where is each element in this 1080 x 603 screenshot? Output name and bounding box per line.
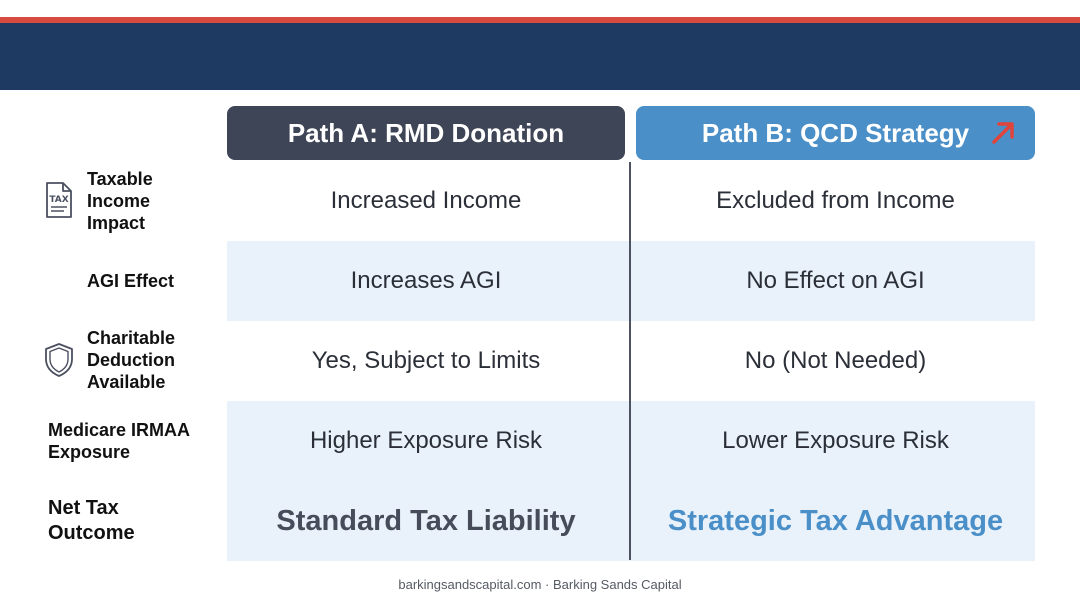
row-label-charitable-deduction: Charitable Deduction Available (87, 328, 176, 392)
column-divider (629, 162, 631, 560)
column-header-path-a: Path A: RMD Donation (227, 106, 625, 160)
footer-credit: barkingsandscapital.com · Barking Sands … (398, 577, 682, 592)
tax-document-icon: TAX (46, 182, 72, 218)
cell-path-a-medicare-irmaa: Higher Exposure Risk (309, 427, 543, 454)
cell-path-a-agi-effect: Increases AGI (350, 267, 502, 294)
row-band-net-tax (227, 481, 1035, 561)
cell-path-b-medicare-irmaa: Lower Exposure Risk (722, 427, 949, 454)
cell-path-b-charitable-deduction: No (Not Needed) (744, 347, 927, 374)
cell-path-a-net-tax-outcome: Standard Tax Liability (276, 504, 576, 537)
top-accent-stripe (0, 17, 1080, 23)
cell-path-a-charitable-deduction: Yes, Subject to Limits (311, 347, 541, 374)
column-header-path-b: Path B: QCD Strategy (636, 106, 1035, 160)
row-label-medicare-irmaa: Medicare IRMAA Exposure (48, 420, 190, 462)
cell-path-a-taxable-income: Increased Income (330, 187, 522, 214)
header-band (0, 23, 1080, 90)
shield-icon (45, 343, 73, 377)
cell-path-b-agi-effect: No Effect on AGI (746, 267, 925, 294)
row-label-net-tax-outcome: Net Tax Outcome (48, 497, 135, 544)
svg-text:TAX: TAX (49, 195, 68, 205)
row-label-agi-effect: AGI Effect (87, 271, 175, 291)
column-header-path-a-label: Path A: RMD Donation (287, 117, 565, 148)
column-header-path-b-label: Path B: QCD Strategy (701, 117, 970, 148)
row-band-irmaa (227, 401, 1035, 481)
row-label-taxable-income: Taxable Income Impact (87, 169, 153, 233)
cell-path-b-net-tax-outcome: Strategic Tax Advantage (667, 504, 1004, 537)
cell-path-b-taxable-income: Excluded from Income (716, 187, 955, 214)
trend-up-arrow-icon (992, 122, 1014, 144)
row-band-agi (227, 241, 1035, 321)
